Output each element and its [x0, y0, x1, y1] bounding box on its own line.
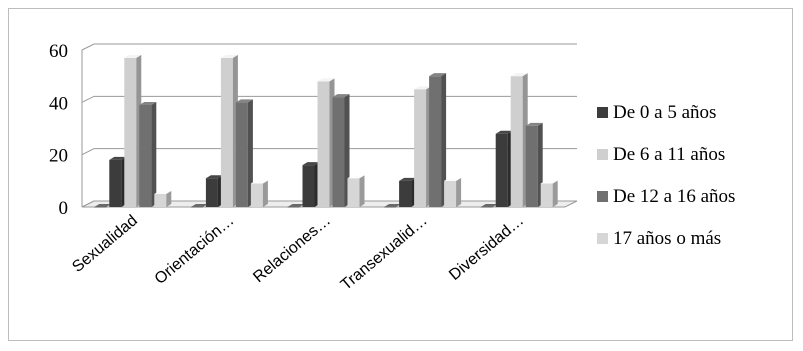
legend: De 0 a 5 años De 6 a 11 años De 12 a 16 añ… — [597, 102, 735, 249]
bar — [510, 73, 528, 208]
legend-item: De 6 a 11 años — [597, 144, 725, 165]
gridline — [81, 43, 577, 51]
bar — [220, 54, 238, 207]
y-tick-label: 40 — [49, 93, 68, 114]
bar — [139, 101, 157, 207]
bar — [332, 94, 350, 207]
bar — [414, 86, 432, 207]
bar — [124, 54, 142, 207]
legend-swatch — [597, 107, 608, 118]
x-tick-label: Transexualid… — [338, 212, 431, 294]
y-tick-label: 60 — [49, 41, 68, 62]
bar — [399, 177, 417, 207]
bar — [287, 204, 305, 208]
legend-item: 17 años o más — [597, 228, 721, 249]
x-tick-label: Diversidad… — [446, 212, 527, 284]
bars — [94, 54, 558, 208]
bar — [317, 78, 335, 208]
bar — [495, 130, 513, 207]
bar — [250, 180, 268, 207]
bar — [480, 204, 498, 208]
legend-label: De 6 a 11 años — [613, 144, 725, 165]
y-axis-tick-labels: 0 20 40 60 — [49, 41, 68, 219]
bar — [94, 204, 112, 208]
y-tick-label: 20 — [49, 146, 68, 167]
x-tick-label: Orientación… — [152, 212, 238, 288]
x-tick-label: Sexualidad — [69, 212, 141, 276]
bar — [205, 175, 223, 207]
legend-label: De 0 a 5 años — [613, 102, 716, 123]
bar — [384, 204, 402, 208]
legend-label: De 12 a 16 años — [613, 186, 735, 207]
bar — [525, 122, 543, 207]
bar — [109, 156, 127, 207]
bar — [235, 99, 253, 207]
bar — [444, 177, 462, 207]
y-tick-label: 0 — [59, 198, 69, 219]
legend-label: 17 años o más — [613, 228, 721, 249]
bar — [190, 204, 208, 208]
x-axis-category-labels: Sexualidad Orientación… Relaciones… Transex… — [69, 212, 527, 294]
bar — [347, 175, 365, 207]
bar — [540, 180, 558, 207]
legend-item: De 0 a 5 años — [597, 102, 716, 123]
x-tick-label: Relaciones… — [250, 212, 334, 286]
legend-swatch — [597, 233, 608, 244]
legend-item: De 12 a 16 años — [597, 186, 735, 207]
legend-swatch — [597, 149, 608, 160]
bar — [302, 162, 320, 207]
legend-swatch — [597, 191, 608, 202]
bar — [154, 190, 172, 207]
bar — [429, 73, 447, 208]
